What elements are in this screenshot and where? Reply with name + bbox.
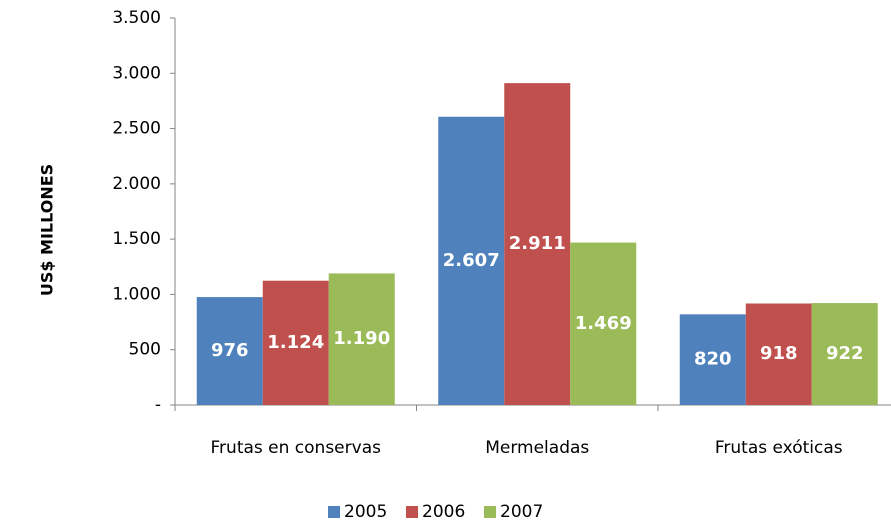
- data-label: 2.607: [443, 250, 500, 271]
- y-tick-label: 3.500: [112, 8, 161, 28]
- data-label: 922: [826, 343, 864, 364]
- legend-label: 2005: [344, 502, 387, 522]
- legend-label: 2006: [422, 502, 465, 522]
- x-tick-label: Mermeladas: [485, 438, 589, 458]
- bar: [328, 273, 395, 405]
- data-label: 976: [211, 340, 249, 361]
- legend-swatch: [484, 506, 496, 518]
- bar: [438, 116, 505, 405]
- data-label: 1.124: [267, 332, 324, 353]
- legend-swatch: [406, 506, 418, 518]
- y-tick-label: 3.000: [112, 63, 161, 83]
- data-label: 820: [694, 349, 732, 370]
- x-tick-label: Frutas en conservas: [211, 438, 382, 458]
- data-label: 918: [760, 343, 798, 364]
- data-label: 2.911: [509, 233, 566, 254]
- bar: [262, 280, 329, 405]
- y-tick-label: 1.500: [112, 229, 161, 249]
- legend-label: 2007: [500, 502, 543, 522]
- y-tick-label: 2.500: [112, 119, 161, 139]
- y-tick-label: -: [155, 395, 161, 415]
- bar: [679, 314, 746, 405]
- y-tick-label: 500: [129, 340, 161, 360]
- bar: [570, 242, 637, 405]
- data-label: 1.190: [333, 328, 390, 349]
- bar: [196, 297, 263, 405]
- data-label: 1.469: [575, 313, 632, 334]
- legend-swatch: [328, 506, 340, 518]
- y-axis-label: US$ MILLONES: [38, 164, 57, 296]
- bar: [745, 303, 812, 405]
- y-tick-label: 1.000: [112, 284, 161, 304]
- x-tick-label: Frutas exóticas: [715, 438, 843, 458]
- bar: [811, 303, 878, 405]
- y-tick-label: 2.000: [112, 174, 161, 194]
- bar: [504, 83, 571, 405]
